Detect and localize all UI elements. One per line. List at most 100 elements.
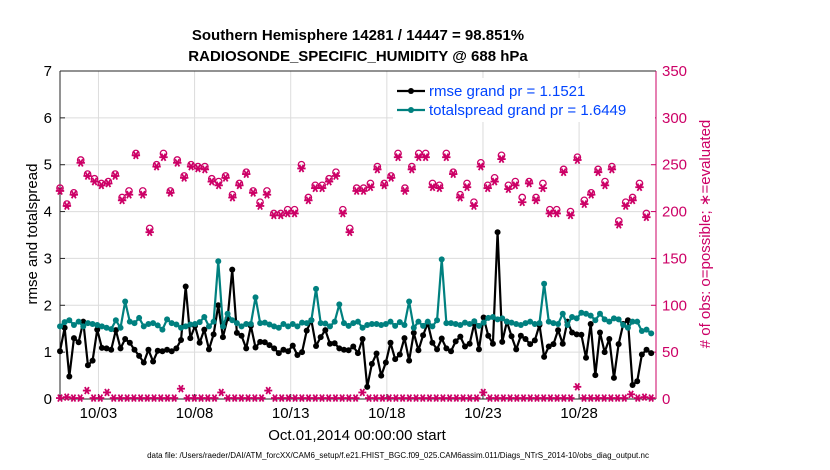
spread-point	[541, 280, 548, 287]
spread-point	[517, 321, 524, 328]
obs-evaluated-point	[586, 190, 596, 199]
rmse-point	[303, 327, 310, 334]
rmse-point	[587, 321, 594, 328]
obs-evaluated-point-stroke	[346, 228, 353, 237]
obs-evaluated-low-point-stroke	[339, 394, 345, 402]
obs-evaluated-point	[442, 153, 451, 162]
obs-evaluated-low-point	[559, 394, 568, 402]
obs-evaluated-low-point-stroke	[151, 394, 157, 402]
obs-evaluated-low-point-stroke	[460, 394, 466, 402]
spread-point	[210, 318, 217, 325]
obs-evaluated-low-point	[459, 394, 468, 402]
spread-point	[527, 318, 534, 325]
y-tick-label: 5	[44, 157, 52, 174]
obs-evaluated-point-stroke	[181, 173, 188, 182]
obs-evaluated-low-point	[89, 394, 98, 402]
obs-evaluated-point-stroke	[484, 184, 491, 193]
obs-evaluated-low-point-stroke	[285, 394, 292, 402]
obs-evaluated-point	[642, 213, 651, 222]
spread-point	[108, 326, 115, 333]
spread-point	[350, 320, 357, 327]
spread-point	[75, 318, 82, 325]
obs-evaluated-point-stroke	[277, 211, 284, 220]
y-tick-label: 0	[44, 391, 52, 408]
obs-evaluated-low-point	[190, 394, 199, 402]
obs-evaluated-point-stroke	[581, 199, 588, 209]
spread-point	[285, 323, 292, 330]
obs-evaluated-point-stroke	[512, 181, 519, 190]
x-tick-label: 10/28	[560, 405, 598, 422]
obs-evaluated-low-point-stroke	[561, 394, 567, 402]
obs-evaluated-low-point	[183, 394, 192, 402]
obs-evaluated-point	[200, 165, 210, 174]
rmse-point	[466, 340, 473, 347]
obs-evaluated-point	[580, 199, 589, 209]
obs-evaluated-low-point-stroke	[359, 388, 366, 397]
rmse-point	[429, 339, 436, 346]
spread-point	[508, 319, 515, 326]
spread-point	[401, 321, 408, 328]
obs-evaluated-point	[297, 164, 306, 173]
spread-point	[247, 321, 254, 328]
rmse-point	[154, 347, 161, 354]
obs-evaluated-low-point	[405, 394, 414, 402]
legend: rmse grand pr = 1.1521 totalspread grand…	[393, 78, 655, 122]
obs-evaluated-low-point-stroke	[332, 394, 339, 402]
obs-evaluated-low-point-stroke	[406, 394, 413, 402]
obs-evaluated-point-stroke	[560, 168, 567, 177]
spread-point	[606, 318, 613, 325]
rmse-point	[420, 332, 427, 339]
obs-evaluated-low-point	[351, 394, 360, 402]
obs-evaluated-low-point-stroke	[110, 394, 117, 402]
spread-point	[555, 321, 562, 328]
obs-evaluated-point	[483, 184, 492, 193]
obs-evaluated-point-stroke	[222, 173, 229, 182]
obs-evaluated-low-point-stroke	[258, 394, 265, 402]
obs-evaluated-low-point-stroke	[540, 394, 547, 402]
obs-evaluated-low-point-stroke	[63, 393, 70, 402]
spread-point	[420, 322, 427, 329]
spread-point	[159, 326, 166, 333]
obs-evaluated-point-stroke	[629, 196, 636, 205]
obs-evaluated-point-stroke	[519, 198, 526, 207]
spread-point	[326, 323, 333, 330]
obs-evaluated-low-point	[318, 394, 327, 402]
obs-evaluated-low-point	[338, 394, 347, 402]
obs-evaluated-point-stroke	[526, 179, 532, 188]
rmse-point	[275, 350, 282, 357]
obs-evaluated-low-point-stroke	[131, 394, 137, 402]
obs-evaluated-low-point-stroke	[117, 394, 124, 402]
obs-evaluated-point	[145, 228, 154, 237]
obs-evaluated-point	[76, 158, 85, 167]
obs-evaluated-point	[262, 190, 272, 199]
x-tick-label: 10/03	[80, 405, 118, 422]
obs-evaluated-low-point-stroke	[567, 394, 574, 402]
rmse-point	[541, 353, 548, 360]
obs-evaluated-point	[104, 179, 113, 188]
rmse-point	[392, 356, 399, 363]
obs-evaluated-low-point-stroke	[399, 394, 406, 402]
obs-evaluated-point-stroke	[436, 184, 443, 193]
rmse-point	[205, 346, 212, 353]
rmse-point	[150, 358, 157, 365]
obs-evaluated-low-point-stroke	[621, 394, 628, 402]
obs-evaluated-point-stroke	[464, 183, 470, 192]
obs-evaluated-point	[531, 196, 541, 205]
obs-evaluated-low-point-stroke	[648, 394, 654, 402]
obs-evaluated-point-stroke	[208, 177, 215, 186]
y2-tick-label: 250	[662, 157, 687, 174]
obs-evaluated-point-stroke	[588, 190, 595, 199]
obs-evaluated-point	[304, 196, 313, 205]
spread-point	[396, 319, 403, 326]
obs-evaluated-point-stroke	[319, 184, 326, 193]
obs-evaluated-point-stroke	[443, 153, 450, 162]
obs-evaluated-point-stroke	[167, 188, 174, 197]
obs-evaluated-low-point	[69, 394, 78, 402]
obs-evaluated-point	[380, 181, 389, 190]
rmse-point	[527, 341, 534, 348]
obs-evaluated-low-point	[425, 394, 434, 402]
obs-evaluated-low-point	[230, 394, 239, 402]
obs-evaluated-low-point-stroke	[581, 394, 587, 402]
y-tick-label: 6	[44, 110, 52, 127]
